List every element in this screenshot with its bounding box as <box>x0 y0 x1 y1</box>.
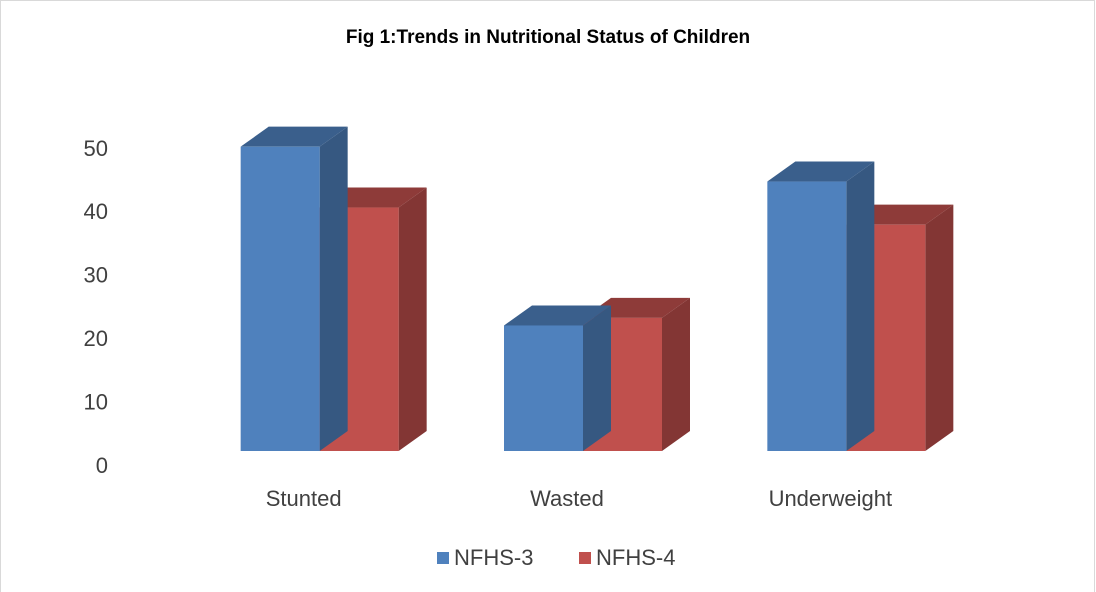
bar-side <box>398 187 427 451</box>
legend-swatch <box>579 552 591 564</box>
bar-side <box>846 161 875 452</box>
bar-side <box>319 126 348 452</box>
y-tick-label: 10 <box>84 389 108 414</box>
bar-front <box>504 325 583 451</box>
y-tick-label: 0 <box>96 453 108 478</box>
legend-label: NFHS-3 <box>454 545 533 570</box>
bar <box>767 161 875 452</box>
bar-side <box>662 297 690 451</box>
legend-label: NFHS-4 <box>596 545 675 570</box>
x-tick-label: Wasted <box>530 486 604 511</box>
bar-top <box>767 161 875 182</box>
x-tick-label: Underweight <box>769 486 893 511</box>
bar-top <box>504 305 611 326</box>
chart-title: Fig 1:Trends in Nutritional Status of Ch… <box>346 27 750 48</box>
y-tick-label: 50 <box>84 136 108 161</box>
bar-front <box>767 181 847 452</box>
x-tick-label: Stunted <box>266 486 342 511</box>
legend-swatch <box>437 552 449 564</box>
bar <box>504 305 611 451</box>
bar-side <box>583 305 611 451</box>
bar-side <box>925 204 954 451</box>
y-tick-label: 30 <box>84 263 108 288</box>
bar <box>319 187 427 451</box>
y-tick-label: 40 <box>84 199 108 224</box>
y-tick-label: 20 <box>84 326 108 351</box>
bar-top <box>240 126 348 147</box>
bar <box>240 126 348 452</box>
bar-front <box>240 146 320 451</box>
